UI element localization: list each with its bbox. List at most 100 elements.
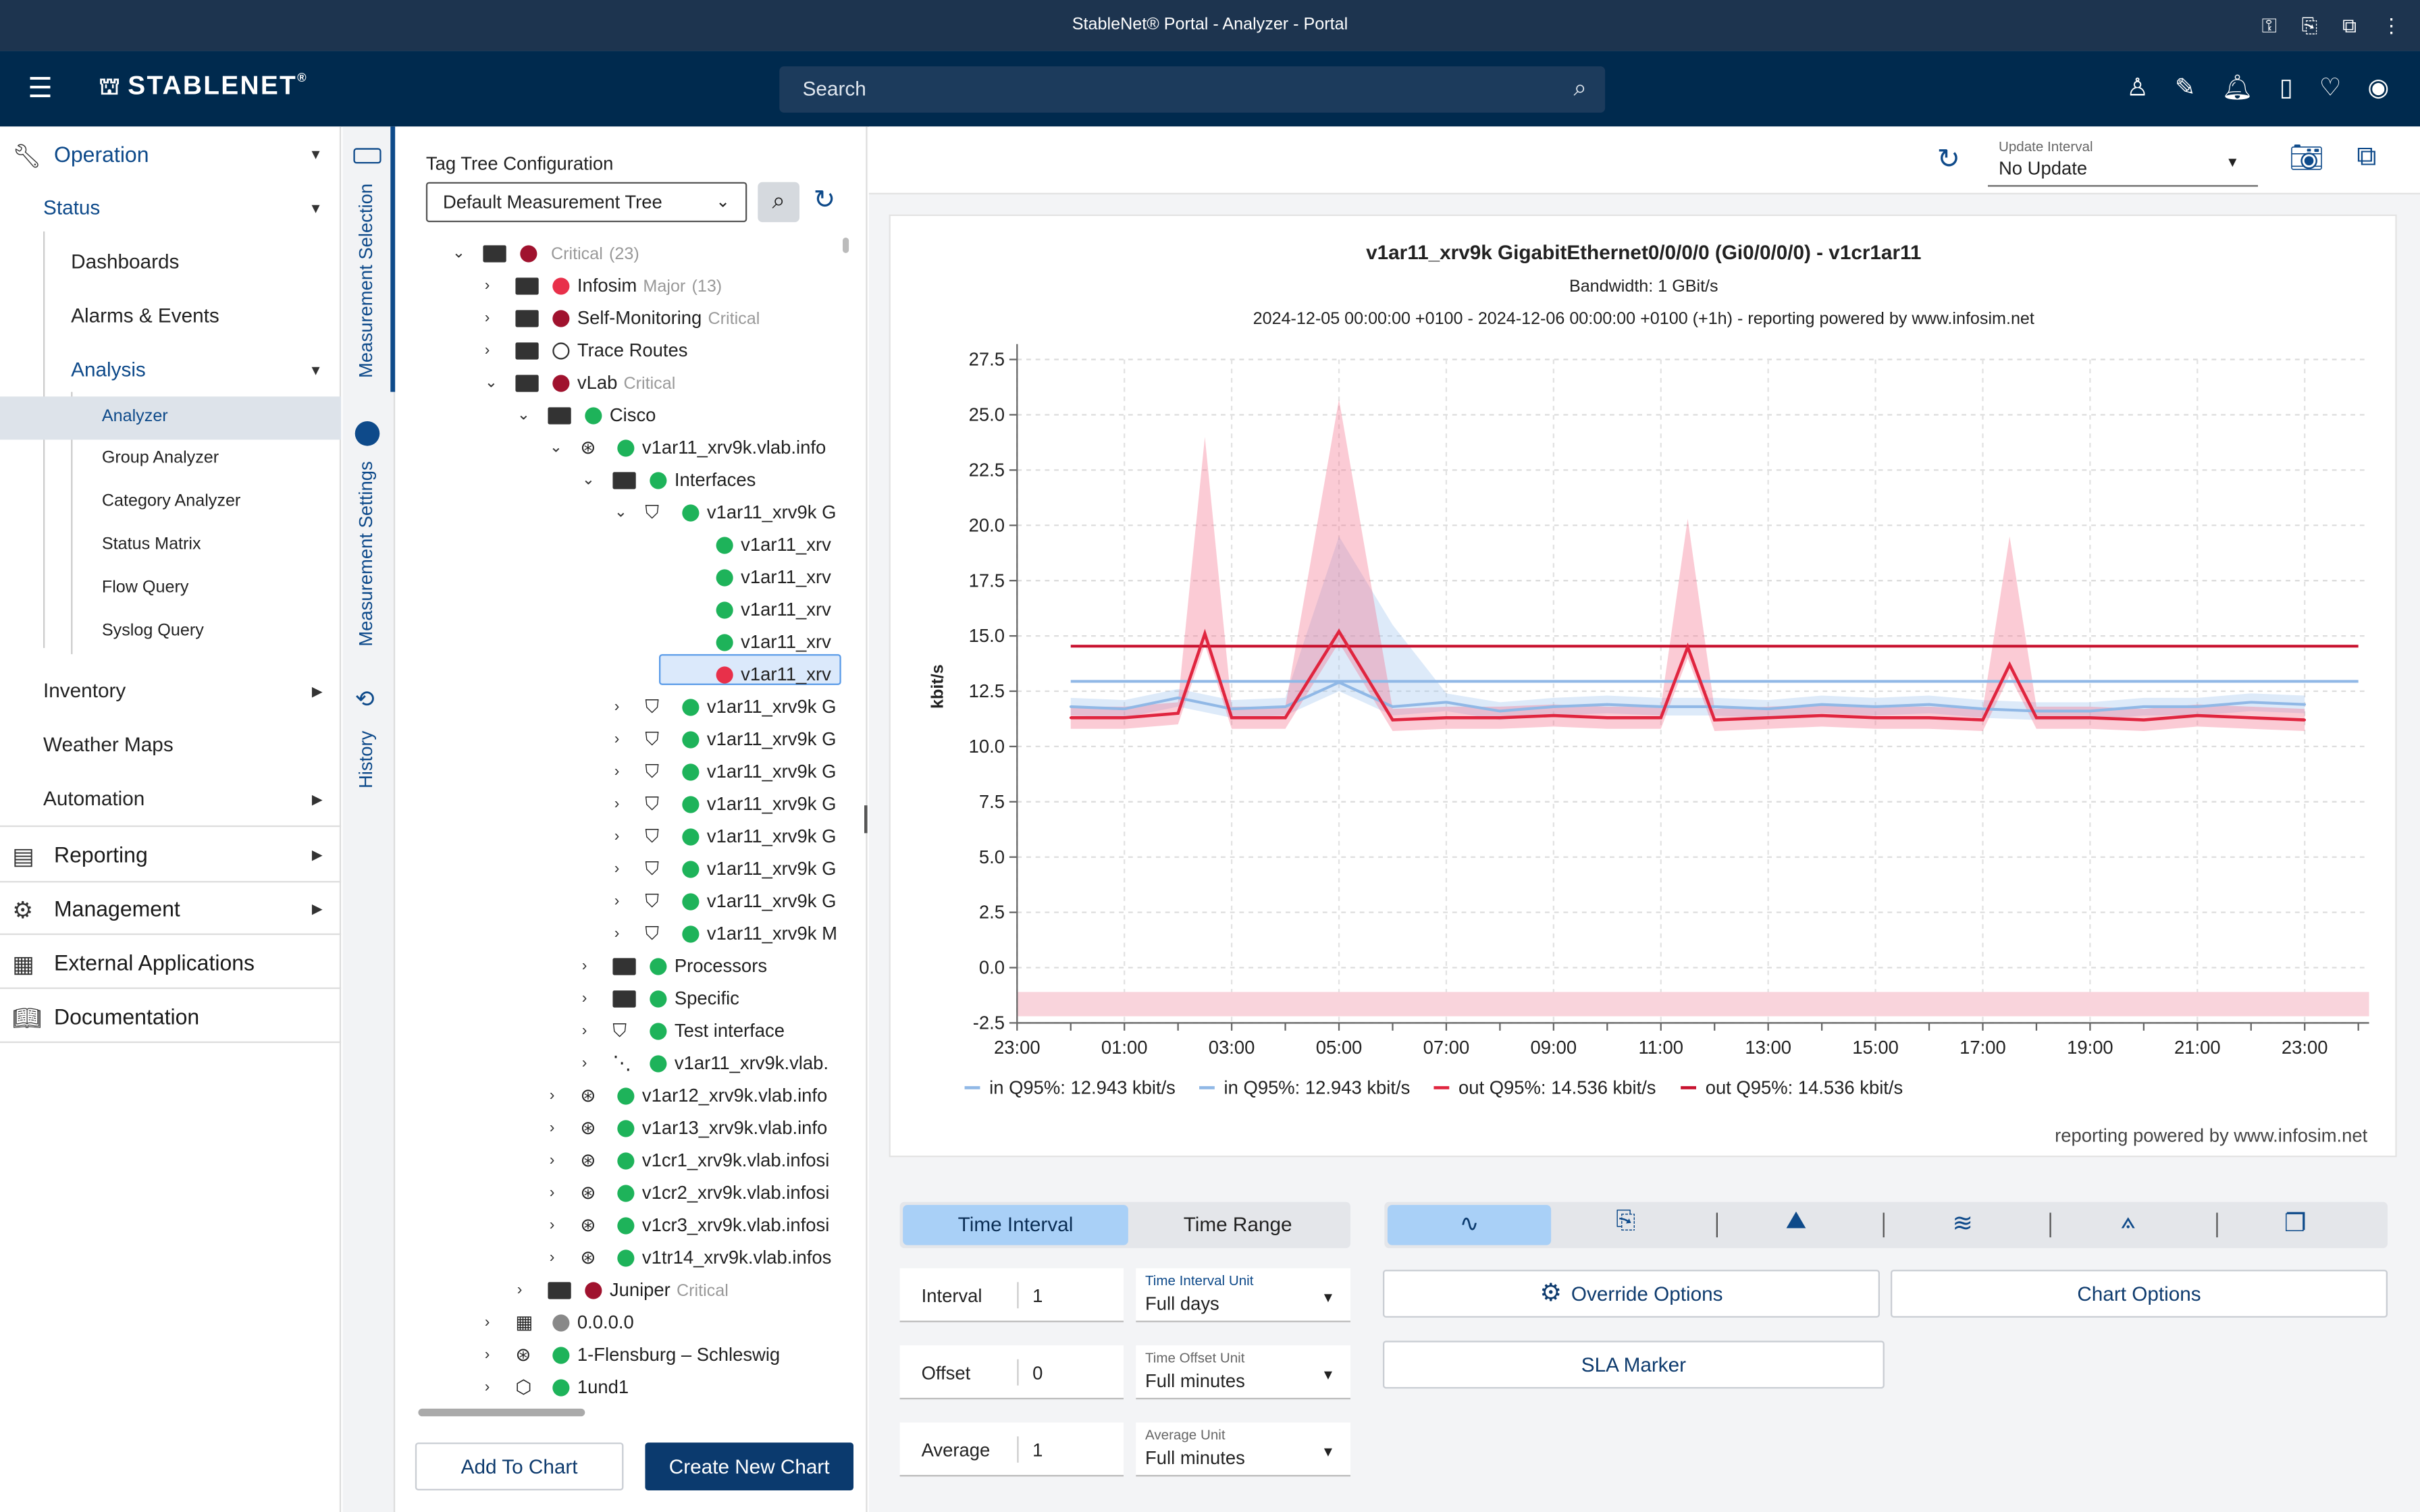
tab-history[interactable]: History [354,730,377,788]
expand-chevron-icon[interactable]: › [614,861,620,878]
expand-chevron-icon[interactable]: › [581,990,587,1008]
nav-operation[interactable]: 🔧︎ Operation ▼ [12,142,323,170]
search-icon[interactable]: ⌕ [1573,75,1587,102]
nav-syslog-query[interactable]: Syslog Query [101,622,204,641]
expand-chevron-icon[interactable]: › [484,342,490,360]
tree-row[interactable]: › Trace Routes [418,335,843,367]
nav-analysis[interactable]: Analysis ▼ [71,358,323,381]
nav-status[interactable]: Status ▼ [43,196,323,219]
tree-row[interactable]: ⌄ Cisco [418,400,843,432]
tree-row[interactable]: › ⊛ v1ar13_xrv9k.vlab.info [418,1112,843,1145]
tree-row[interactable]: › ⛉ v1ar11_xrv9k G [418,853,843,886]
expand-chevron-icon[interactable]: › [549,1087,555,1105]
tree-row[interactable]: › ⊛ v1cr1_xrv9k.vlab.infosi [418,1145,843,1177]
tree-row[interactable]: › Juniper Critical [418,1274,843,1307]
nav-management[interactable]: ⚙ Management ▶ [12,896,323,925]
tab-measurement-settings[interactable]: Measurement Settings [354,461,377,647]
expand-chevron-icon[interactable]: › [549,1152,555,1170]
tree-row[interactable]: ⌄ Interfaces [418,464,843,497]
offset-field[interactable]: Offset 0 [899,1345,1124,1400]
average-unit-select[interactable]: Average Unit Full minutes ▼ [1136,1422,1350,1477]
refresh-tree-icon[interactable]: ↻ [813,185,836,215]
expand-chevron-icon[interactable]: › [614,828,620,846]
nav-weather-maps[interactable]: Weather Maps [43,732,174,756]
camera-icon[interactable]: 📷︎ [2288,142,2324,173]
expand-chevron-icon[interactable]: › [484,1347,490,1364]
tree-row[interactable]: › Self-Monitoring Critical [418,302,843,335]
expand-chevron-icon[interactable]: ⌄ [614,504,627,522]
tab-time-interval[interactable]: Time Interval [903,1205,1128,1245]
tree-row[interactable]: › ⛉ v1ar11_xrv9k G [418,886,843,918]
expand-chevron-icon[interactable]: › [614,893,620,911]
expand-chevron-icon[interactable]: ⌄ [549,439,562,457]
search-input[interactable]: Search ⌕ [779,66,1606,113]
nav-group-analyzer[interactable]: Group Analyzer [101,449,219,468]
tree-row[interactable]: › ⛉ v1ar11_xrv9k G [418,724,843,756]
tree-select[interactable]: Default Measurement Tree ⌄ [425,182,747,223]
heart-monitor-icon[interactable]: ♡ [2319,75,2342,102]
stacked-chart-icon[interactable]: ≋ [1952,1211,1974,1238]
translate-icon[interactable]: ⎘ [2301,14,2318,37]
nav-automation[interactable]: Automation ▶ [43,786,323,810]
bookmark-icon[interactable]: ▯ [2279,75,2293,102]
expand-chevron-icon[interactable]: › [614,731,620,749]
extension-icon[interactable]: ⧉ [2342,14,2357,37]
tree-row[interactable]: v1ar11_xrv [418,562,843,594]
nav-reporting[interactable]: ▤ Reporting ▶ [12,842,323,871]
expand-chevron-icon[interactable]: ⌄ [484,375,498,392]
chart-options-button[interactable]: Chart Options [1890,1270,2388,1318]
expand-chevron-icon[interactable]: ⌄ [581,472,595,489]
expand-chevron-icon[interactable]: › [549,1120,555,1137]
tree-row[interactable]: › ⛉ v1ar11_xrv9k G [418,788,843,821]
nav-external-applications[interactable]: ▦ External Applications [12,950,255,979]
nav-inventory[interactable]: Inventory ▶ [43,678,323,702]
refresh-chart-icon[interactable]: ↻ [1937,143,1961,175]
user-pin-icon[interactable]: ♙ [2126,75,2149,102]
tree-row[interactable]: › Infosim Major (13) [418,270,843,302]
expand-chevron-icon[interactable]: › [517,1282,523,1299]
expand-chevron-icon[interactable]: › [581,958,587,975]
tree-row[interactable]: › ⛉ v1ar11_xrv9k G [418,821,843,853]
expand-chevron-icon[interactable]: › [484,310,490,327]
tab-time-range[interactable]: Time Range [1183,1212,1292,1236]
tree-row[interactable]: ⌄ ⊛ v1ar11_xrv9k.vlab.info [418,432,843,464]
nav-dashboards[interactable]: Dashboards [71,250,180,273]
tree-row[interactable]: › ⛉ v1ar11_xrv9k G [418,691,843,724]
tree-row[interactable]: › ⋱ v1ar11_xrv9k.vlab. [418,1048,843,1080]
tree-row[interactable]: › ⛉ v1ar11_xrv9k M [418,918,843,950]
menu-icon[interactable]: ☰ [28,72,53,104]
tree-row[interactable]: › ⊛ v1tr14_xrv9k.vlab.infos [418,1242,843,1274]
axis-icon[interactable]: ⟑ [2120,1208,2136,1235]
add-document-icon[interactable]: ⎘ [1616,1208,1636,1235]
expand-chevron-icon[interactable]: › [581,1023,587,1040]
tree-row[interactable]: › ⬡ 1und1 [418,1372,843,1404]
line-chart-button[interactable]: ∿ [1387,1205,1552,1245]
nav-documentation[interactable]: 📖︎ Documentation [12,1004,200,1033]
tree-row[interactable]: ⌄ vLab Critical [418,367,843,400]
offset-unit-select[interactable]: Time Offset Unit Full minutes ▼ [1136,1345,1350,1400]
nav-analyzer[interactable]: Analyzer [0,396,342,440]
expand-chevron-icon[interactable]: › [614,699,620,716]
expand-chevron-icon[interactable]: › [549,1249,555,1267]
expand-chevron-icon[interactable]: › [614,763,620,781]
tree-row[interactable]: › ⛉ Test interface [418,1015,843,1048]
expand-chevron-icon[interactable]: › [549,1217,555,1235]
more-vert-icon[interactable]: ⋮ [2381,14,2402,37]
tree-row[interactable]: v1ar11_xrv [418,626,843,659]
area-chart-icon[interactable]: ⛰ [1785,1208,1807,1235]
open-external-icon[interactable]: ⧉ [2357,140,2377,171]
tree-row[interactable]: › ⊛ v1cr2_xrv9k.vlab.infosi [418,1177,843,1210]
account-icon[interactable]: ◉ [2367,75,2390,102]
interval-field[interactable]: Interval 1 [899,1268,1124,1322]
add-to-chart-button[interactable]: Add To Chart [415,1442,624,1490]
expand-chevron-icon[interactable]: ⌄ [517,407,530,425]
tree-row[interactable]: › Specific [418,983,843,1015]
tab-measurement-selection[interactable]: Measurement Selection [354,183,377,379]
nav-category-analyzer[interactable]: Category Analyzer [101,492,241,511]
expand-chevron-icon[interactable]: › [484,277,490,295]
copy-document-icon[interactable]: ❐ [2284,1211,2307,1238]
sla-marker-button[interactable]: SLA Marker [1382,1341,1885,1389]
override-options-button[interactable]: ⚙ Override Options [1382,1270,1880,1318]
search-tree-button[interactable]: ⌕ [758,182,799,223]
tree-row[interactable]: › Processors [418,950,843,983]
